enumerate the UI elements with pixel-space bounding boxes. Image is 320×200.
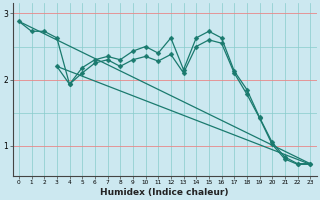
X-axis label: Humidex (Indice chaleur): Humidex (Indice chaleur) <box>100 188 229 197</box>
